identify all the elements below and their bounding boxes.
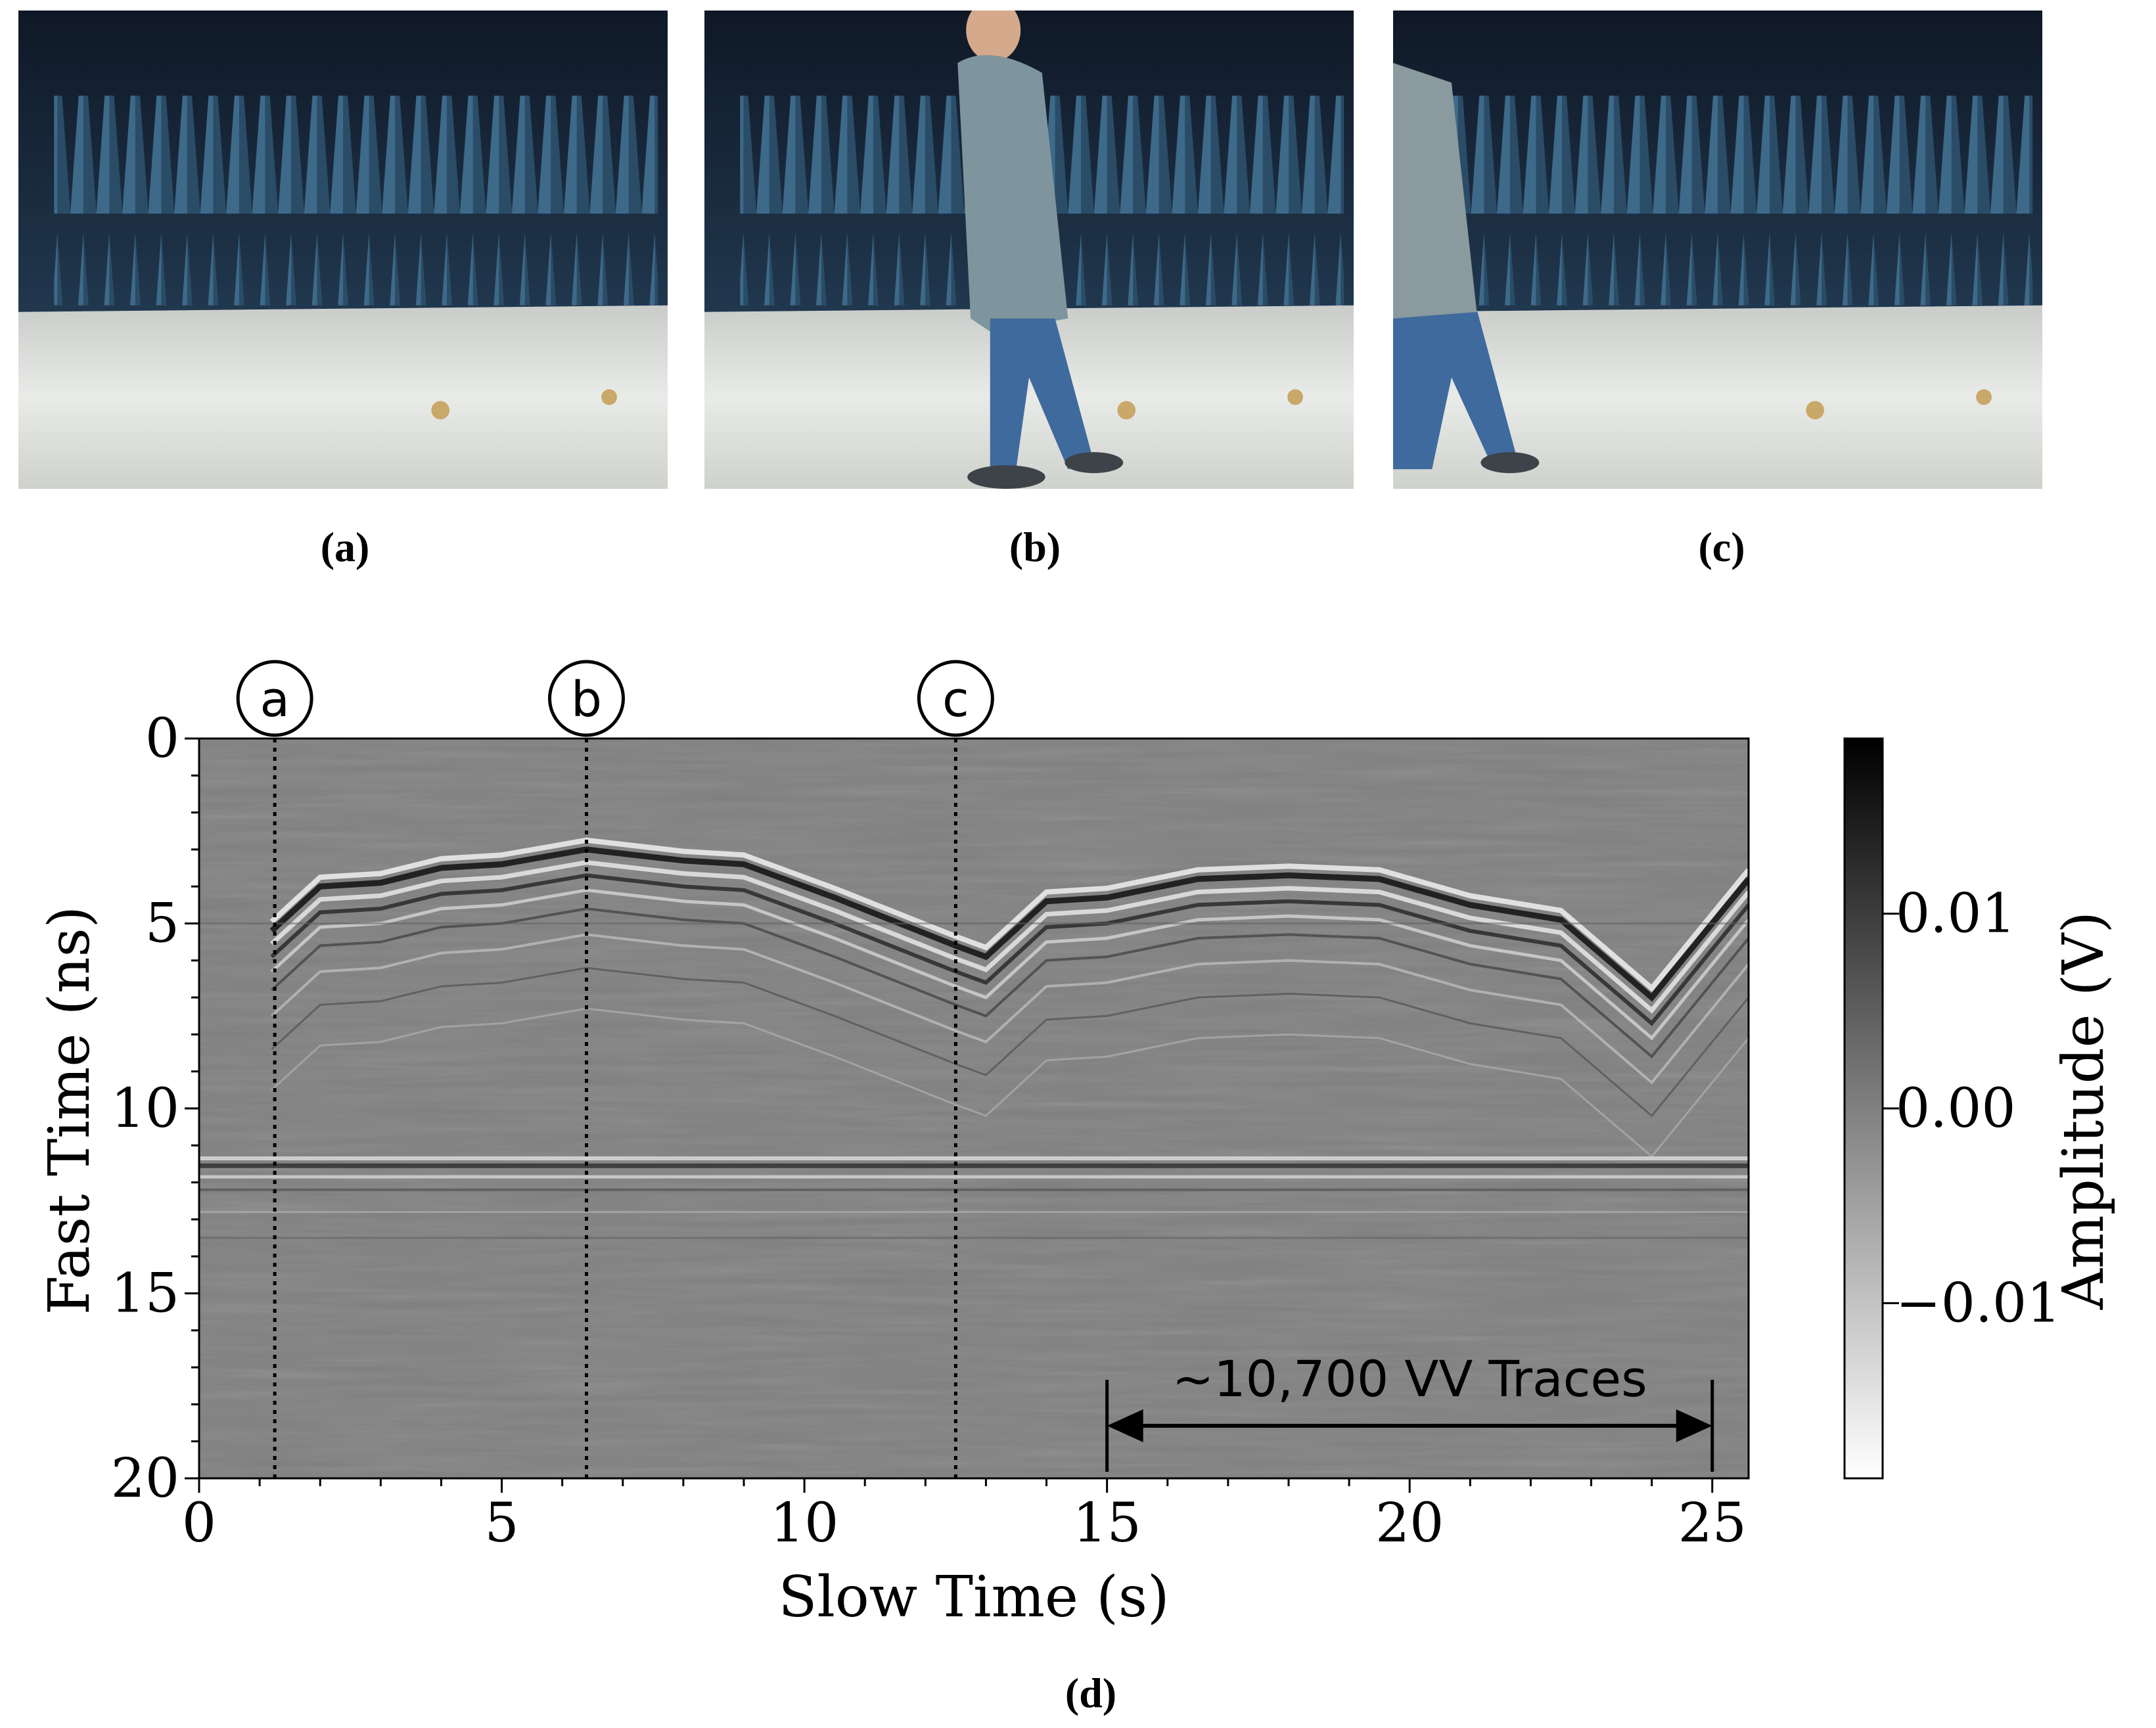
photo-panel-a [18, 11, 668, 489]
target-reflection-line [269, 837, 1749, 992]
walking-person-figure [1393, 62, 1540, 474]
marker-label-a: a [260, 671, 289, 728]
y-tick-label: 5 [145, 893, 179, 955]
target-reflection-line [270, 888, 1749, 1041]
colorbar [1843, 737, 1884, 1480]
colorbar-label: Amplitude (V) [2051, 911, 2117, 1310]
marker-circle-b [548, 660, 625, 737]
reflection-traces [199, 837, 1749, 1239]
marker-label-b: b [571, 671, 602, 728]
caption-a: (a) [320, 524, 370, 570]
target-reflection-line [269, 846, 1749, 1002]
y-tick-label: 20 [111, 1447, 179, 1510]
target-reflection-line [271, 933, 1749, 1085]
anechoic-chamber-photo [1393, 11, 2042, 489]
target-reflection-line [271, 907, 1749, 1059]
marker-lines: a b c [236, 660, 994, 1478]
target-reflection-line [270, 873, 1749, 1026]
x-axis-label: Slow Time (s) [778, 1564, 1169, 1630]
x-tick-label: 15 [1072, 1492, 1141, 1555]
y-tick-label: 0 [145, 708, 179, 770]
caption-d: (d) [1065, 1670, 1117, 1716]
walking-person-figure [957, 11, 1124, 489]
x-tick-label: 0 [182, 1492, 216, 1555]
x-tick-label: 10 [770, 1492, 838, 1555]
colorbar-ticks: 0.01 0.00 −0.01 [1883, 883, 2061, 1334]
colorbar-tick-label: 0.01 [1896, 883, 2016, 945]
y-axis: 0 5 10 15 20 [111, 708, 199, 1510]
target-reflection-line [270, 860, 1749, 1014]
x-tick-label: 5 [484, 1492, 518, 1555]
caption-c: (c) [1698, 524, 1745, 570]
caption-b: (b) [1009, 524, 1061, 570]
y-axis-label: Fast Time (ns) [37, 906, 103, 1315]
x-tick-label: 20 [1375, 1492, 1444, 1555]
target-reflection-line [271, 966, 1749, 1118]
target-reflection-line [271, 1007, 1749, 1158]
traces-annotation: ~10,700 VV Traces [1105, 1350, 1714, 1472]
y-tick-label: 10 [111, 1078, 179, 1140]
colorbar-tick-label: 0.00 [1896, 1078, 2016, 1140]
marker-circle-c [917, 660, 994, 737]
anechoic-chamber-photo [704, 11, 1354, 489]
y-tick-label: 15 [111, 1263, 179, 1325]
marker-circle-a [236, 660, 313, 737]
x-axis: 0 5 10 15 20 25 [182, 1478, 1747, 1555]
marker-label-c: c [942, 671, 969, 728]
traces-annotation-text: ~10,700 VV Traces [1172, 1350, 1647, 1408]
anechoic-chamber-photo [18, 11, 668, 489]
photo-panel-b [704, 11, 1354, 489]
x-tick-label: 25 [1678, 1492, 1747, 1555]
colorbar-tick-label: −0.01 [1896, 1272, 2061, 1334]
photo-panel-c [1393, 11, 2042, 489]
